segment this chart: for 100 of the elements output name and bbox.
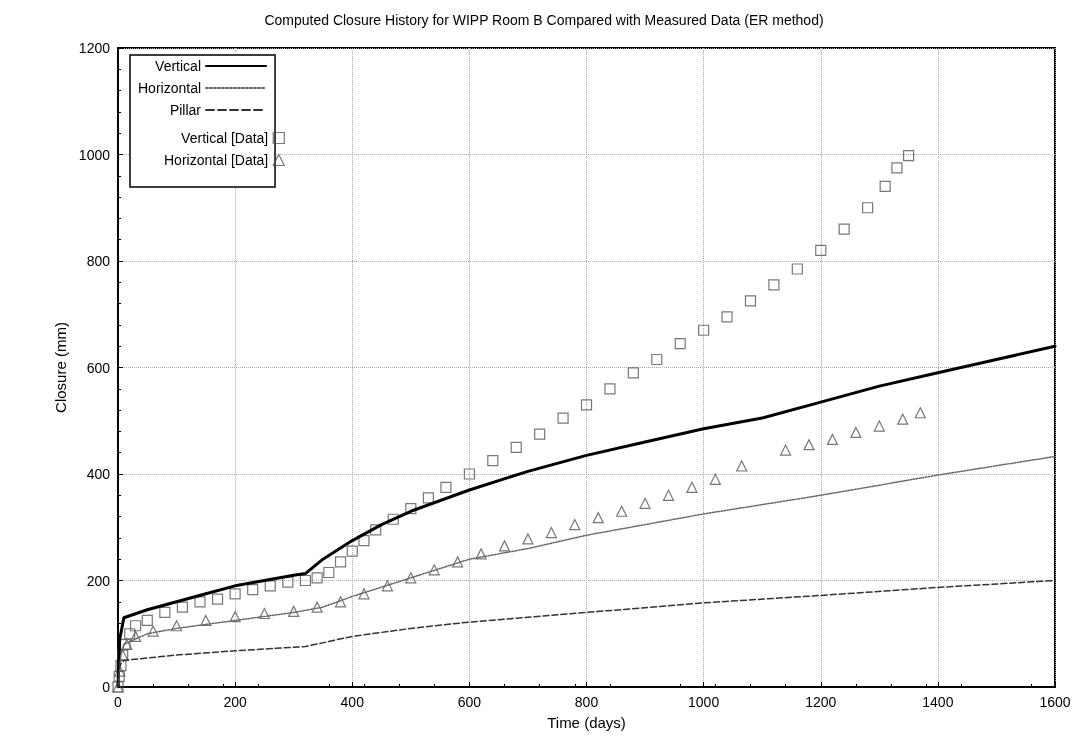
y-tick-label: 0: [102, 679, 111, 695]
point: [709, 473, 721, 485]
legend-label: Vertical: [155, 58, 202, 74]
x-tick-label: 800: [574, 694, 599, 710]
x-tick-label: 1200: [805, 694, 837, 710]
point: [229, 588, 241, 600]
x-tick-label: 400: [340, 694, 365, 710]
point: [510, 441, 522, 453]
point: [323, 566, 335, 579]
point: [258, 607, 271, 620]
point: [129, 620, 142, 632]
point: [791, 263, 803, 275]
point: [651, 353, 663, 366]
point: [141, 614, 153, 627]
point: [288, 605, 300, 617]
point: [299, 574, 311, 587]
legend-label: Horizontal: [138, 80, 202, 96]
point: [674, 337, 686, 350]
point: [780, 444, 792, 456]
point: [862, 202, 874, 214]
point: [247, 583, 259, 596]
point: [440, 481, 452, 493]
point: [721, 311, 733, 323]
point: [487, 455, 499, 467]
legend-label: Pillar: [169, 102, 202, 118]
point: [580, 399, 593, 411]
point: [902, 149, 915, 162]
point: [346, 545, 358, 557]
point: [176, 601, 189, 613]
point: [147, 625, 159, 637]
y-tick-label: 400: [86, 466, 111, 482]
point: [358, 588, 370, 600]
point: [686, 481, 698, 493]
point: [534, 428, 546, 440]
point: [639, 497, 651, 509]
point: [744, 295, 757, 307]
point: [545, 526, 557, 539]
point: [463, 468, 475, 480]
point: [627, 367, 639, 379]
point: [311, 572, 323, 584]
point: [891, 162, 903, 174]
point: [569, 518, 581, 531]
point: [311, 601, 323, 613]
point: [592, 512, 604, 524]
point: [557, 412, 569, 424]
point: [334, 556, 347, 568]
point: [522, 533, 534, 545]
point: [159, 606, 171, 619]
point: [879, 180, 891, 193]
x-tick-label: 600: [457, 694, 482, 710]
point: [381, 580, 393, 592]
point: [129, 630, 142, 643]
y-axis-title: Closure (mm): [51, 322, 69, 413]
point: [282, 576, 294, 588]
point: [422, 492, 434, 504]
y-tick-label: 1000: [78, 146, 111, 163]
legend-label: Horizontal [Data]: [163, 152, 269, 168]
point: [850, 426, 862, 439]
point: [815, 244, 827, 256]
point: [736, 460, 748, 472]
point: [229, 611, 241, 623]
point: [803, 439, 815, 451]
point: [662, 489, 675, 501]
point: [428, 564, 440, 576]
point: [897, 413, 909, 425]
legend-label: Vertical [Data]: [181, 130, 269, 146]
point: [405, 572, 417, 584]
point: [405, 503, 417, 515]
point: [873, 420, 885, 432]
point: [698, 324, 710, 336]
point: [452, 556, 464, 568]
point: [475, 548, 487, 560]
point: [115, 660, 127, 672]
x-tick-label: 1000: [688, 694, 720, 710]
point: [914, 407, 926, 419]
x-tick-label: 0: [114, 694, 123, 710]
point: [826, 433, 839, 445]
point: [768, 279, 780, 291]
y-tick-label: 800: [86, 253, 111, 269]
y-tick-label: 1200: [78, 40, 111, 56]
x-tick-label: 200: [223, 694, 248, 710]
point: [200, 614, 212, 627]
point: [498, 540, 511, 552]
point: [124, 628, 136, 640]
point: [211, 593, 224, 605]
point: [170, 620, 183, 632]
point: [334, 596, 347, 608]
y-tick-label: 200: [86, 572, 111, 589]
x-tick-label: 1400: [922, 694, 954, 710]
point: [370, 524, 382, 536]
point: [616, 505, 628, 517]
point: [387, 513, 399, 525]
point: [113, 670, 125, 682]
y-tick-label: 600: [86, 359, 111, 376]
point: [604, 383, 616, 395]
x-axis-title: Time (days): [547, 714, 626, 731]
point: [194, 596, 206, 608]
x-tick-label: 1600: [1039, 694, 1071, 710]
chart-title: Computed Closure History for WIPP Room B Compared with Measured Data (ER method): [264, 12, 824, 28]
point: [838, 223, 850, 235]
